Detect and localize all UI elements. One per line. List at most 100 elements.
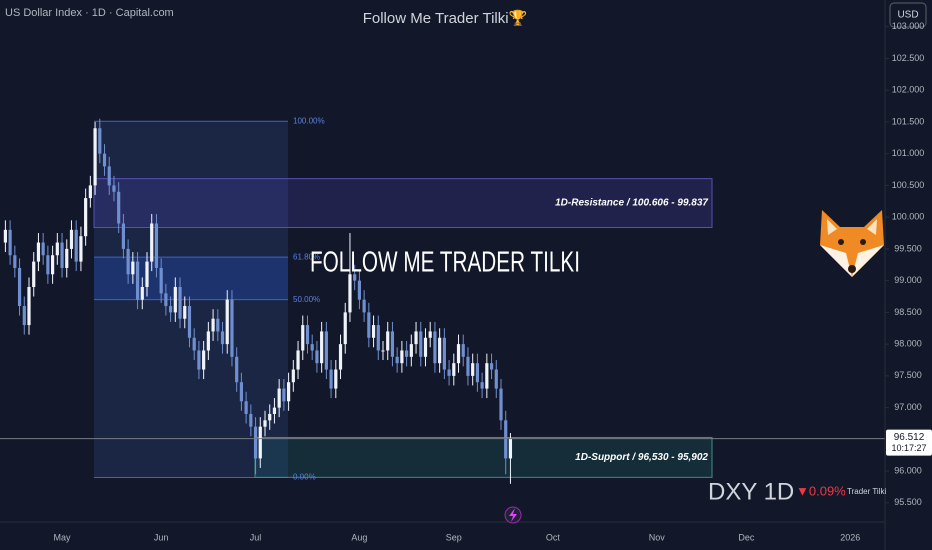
y-tick-label: 101.000: [892, 148, 925, 158]
candle-body: [192, 337, 196, 351]
symbol-title: US Dollar Index · 1D · Capital.com: [5, 7, 174, 19]
candle-body: [79, 236, 83, 262]
candle-body: [107, 166, 111, 186]
candle-body: [230, 299, 234, 357]
candle-body: [41, 242, 45, 256]
resistance-zone: [93, 178, 713, 228]
y-tick-label: 98.000: [894, 339, 922, 349]
candle-body: [173, 286, 177, 313]
candle-body: [419, 331, 423, 357]
candle-body: [102, 153, 107, 167]
candle-body: [55, 242, 59, 256]
candle-body: [480, 382, 484, 389]
candle-body: [508, 438, 513, 459]
y-tick-label: 99.000: [894, 275, 922, 285]
candle-body: [249, 413, 253, 427]
candle-body: [8, 229, 12, 256]
candle-body: [150, 223, 154, 262]
fib-band: [94, 257, 288, 300]
candle-body: [423, 337, 428, 357]
candle-body: [329, 369, 333, 389]
candle-body: [140, 286, 144, 300]
candle-body: [225, 299, 229, 345]
y-tick-label: 98.500: [894, 307, 922, 317]
currency[interactable]: USD: [897, 10, 918, 21]
x-tick-label: May: [54, 532, 72, 542]
drawings: [93, 120, 713, 478]
candle-body: [282, 388, 286, 402]
candle-body: [202, 350, 206, 370]
candle-body: [169, 306, 173, 313]
candle-body: [277, 388, 281, 408]
candle-body: [258, 426, 262, 459]
last-price-label: 96.512: [894, 432, 925, 443]
candle-body: [395, 356, 399, 364]
candle-body: [27, 286, 31, 326]
candle-body: [456, 344, 461, 364]
candle-body: [117, 191, 121, 224]
candle-body: [414, 331, 418, 345]
candle-body: [13, 255, 17, 268]
candle-body: [305, 325, 310, 345]
y-tick-label: 97.500: [894, 370, 922, 380]
fib-label: 61.80%: [293, 252, 320, 261]
candle-body: [3, 229, 7, 243]
watermark: FOLLOW ME TRADER TILKI: [310, 247, 580, 279]
candle-body: [154, 223, 159, 268]
candle-body: [272, 407, 277, 414]
candle-body: [121, 223, 125, 249]
candle-body: [32, 261, 36, 287]
candle-body: [386, 331, 390, 351]
candle-body: [65, 248, 69, 268]
resistance-label: 1D-Resistance / 100.606 - 99.837: [555, 198, 708, 209]
currency-box[interactable]: [889, 2, 927, 28]
candle-body: [253, 426, 258, 459]
candle-body: [46, 255, 50, 275]
y-tick-label: 96.000: [894, 465, 922, 475]
candle-body: [263, 420, 267, 427]
candle-body: [69, 229, 74, 249]
candle-body: [409, 344, 413, 357]
candle-body: [220, 331, 225, 345]
fib-label: 50.00%: [293, 295, 320, 304]
candle-body: [348, 274, 352, 313]
symbol-badge: DXY 1D: [708, 478, 794, 505]
y-tick-label: 103.000: [892, 21, 925, 31]
y-tick-label: 102.500: [892, 53, 925, 63]
overlays: 100.00% 61.80% 50.00% 0.00% 1D-Resistance / …: [0, 116, 885, 482]
candle-body: [74, 229, 78, 262]
candle-body: [84, 198, 88, 237]
candle-body: [197, 350, 201, 370]
candle-body: [183, 306, 187, 319]
candle-body: [60, 242, 64, 268]
event-bolt[interactable]: [509, 508, 517, 522]
candle-body: [17, 267, 22, 307]
candle-body: [466, 356, 470, 376]
x-tick-label: Jul: [250, 532, 262, 542]
candle-body: [485, 363, 489, 389]
candle-body: [301, 325, 305, 351]
candle-body: [310, 344, 314, 351]
candle-body: [400, 350, 404, 364]
candle-body: [475, 363, 479, 383]
x-tick-label: Oct: [546, 532, 561, 542]
candle-body: [235, 356, 239, 383]
candle-body: [442, 337, 446, 370]
candle-body: [320, 331, 324, 364]
candle-body: [504, 420, 508, 459]
candle-body: [164, 293, 168, 307]
candle-body: [376, 325, 380, 351]
candle-body: [287, 382, 291, 402]
candle-body: [187, 306, 192, 338]
y-tick-label: 102.000: [892, 85, 925, 95]
y-tick-label: 100.000: [892, 212, 925, 222]
candle-body: [159, 267, 163, 294]
candle-body: [362, 299, 366, 313]
fib-label: 100.00%: [293, 116, 325, 125]
y-tick-label: 101.500: [892, 116, 925, 126]
candle-body: [428, 331, 432, 338]
candle-body: [438, 337, 442, 364]
price-change: ▼0.09%: [796, 483, 846, 498]
candle-body: [494, 369, 498, 389]
